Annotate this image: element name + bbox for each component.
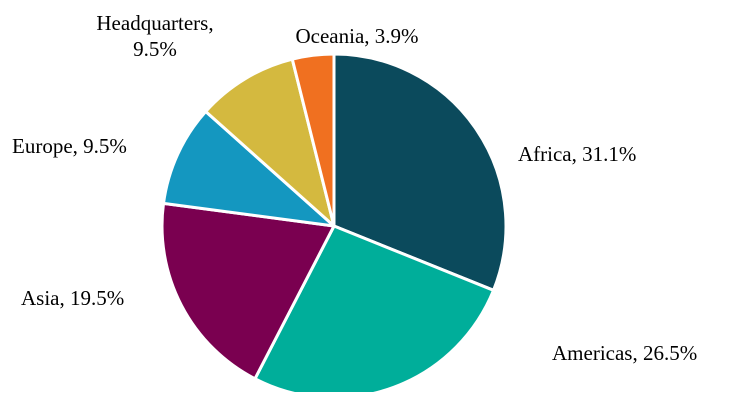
pie-slice-americas (253, 224, 496, 397)
pie-slice-oceania (290, 52, 336, 228)
pie-labels: Africa, 31.1% Americas, 26.5% Asia, 19.5% E… (12, 11, 697, 365)
data-label-americas: Americas, 26.5% (552, 341, 697, 365)
data-label-africa: Africa, 31.1% (518, 142, 636, 166)
pie-slices (160, 52, 508, 397)
data-label-oceania: Oceania, 3.9% (295, 24, 418, 48)
data-label-europe: Europe, 9.5% (12, 134, 127, 158)
data-label-asia: Asia, 19.5% (21, 286, 124, 310)
pie-slice-asia (160, 201, 336, 381)
pie-slice-africa (332, 52, 508, 292)
pie-slice-europe (162, 109, 336, 228)
data-label-headquarters: Headquarters, 9.5% (96, 11, 213, 61)
